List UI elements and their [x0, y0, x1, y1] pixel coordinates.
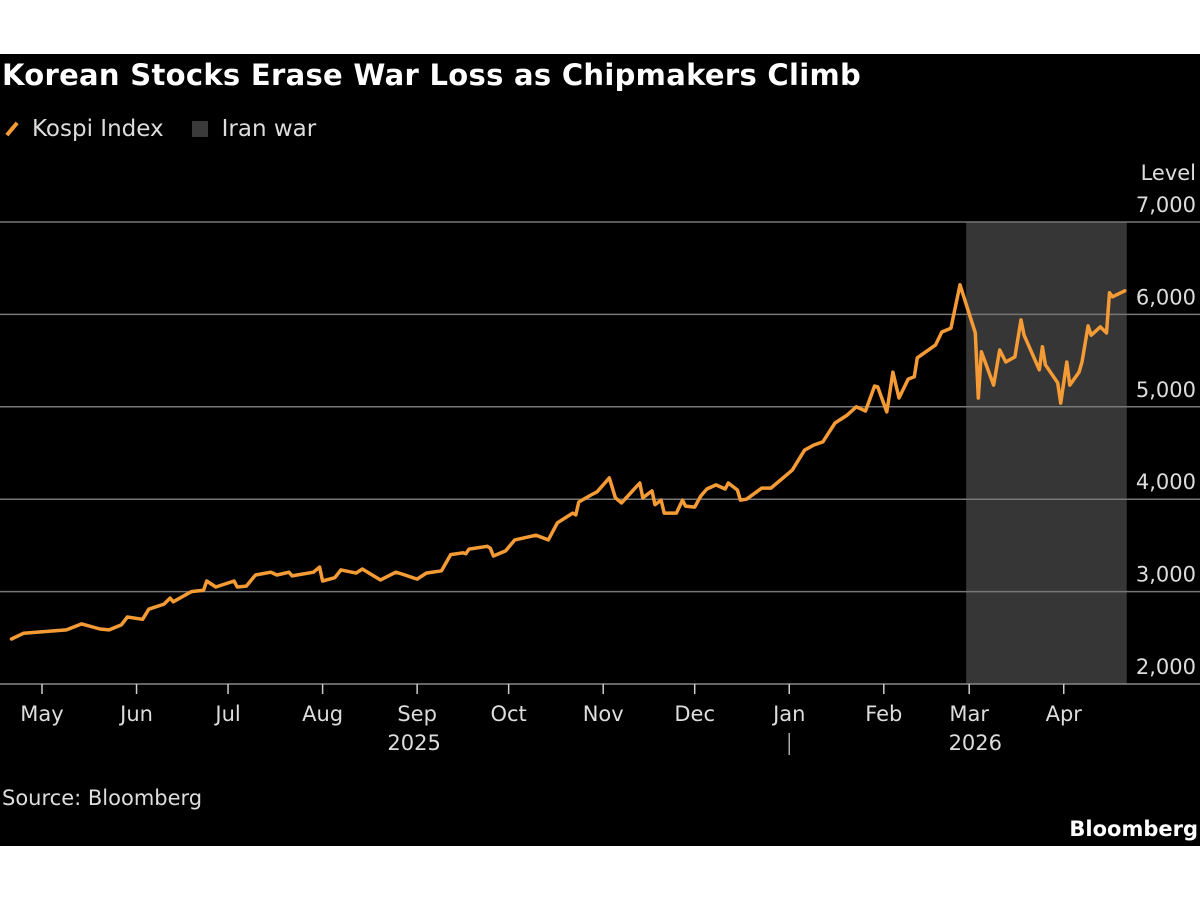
source-note: Source: Bloomberg [2, 786, 203, 810]
legend-item-iran-war: Iran war [191, 116, 317, 142]
x-tick-label: Mar [949, 702, 989, 726]
y-tick-label: 2,000 [1136, 655, 1196, 679]
y-tick-label: 3,000 [1136, 563, 1196, 587]
x-tick-label: Oct [490, 702, 526, 726]
legend-shade-swatch [191, 121, 208, 137]
y-tick-label: 7,000 [1136, 193, 1196, 217]
x-tick-label: May [20, 702, 63, 726]
y-axis-label: Level [1141, 161, 1196, 185]
legend: Kospi Index Iran war [4, 116, 344, 142]
x-tick-label: Jul [213, 702, 240, 726]
chart-title: Korean Stocks Erase War Loss as Chipmake… [2, 58, 862, 92]
x-tick-label: Jun [118, 702, 153, 726]
year-label: 2026 [949, 731, 1002, 755]
x-tick-label: Nov [583, 702, 624, 726]
legend-label: Kospi Index [32, 116, 164, 142]
y-tick-label: 5,000 [1136, 378, 1196, 402]
legend-label: Iran war [221, 116, 317, 142]
x-tick-label: Jan [771, 702, 805, 726]
y-tick-label: 6,000 [1136, 285, 1196, 309]
kospi-index-line [9, 283, 1127, 641]
x-tick-label: Apr [1046, 702, 1083, 726]
year-label: 2025 [387, 731, 440, 755]
bloomberg-logo: Bloomberg [1069, 817, 1198, 841]
iran-war-shaded-region [966, 222, 1127, 684]
x-tick-label: Aug [302, 702, 343, 726]
x-tick-label: Dec [674, 702, 715, 726]
x-tick-label: Sep [397, 702, 437, 726]
x-tick-label: Feb [865, 702, 902, 726]
legend-item-kospi: Kospi Index [4, 116, 164, 142]
y-tick-label: 4,000 [1136, 470, 1196, 494]
